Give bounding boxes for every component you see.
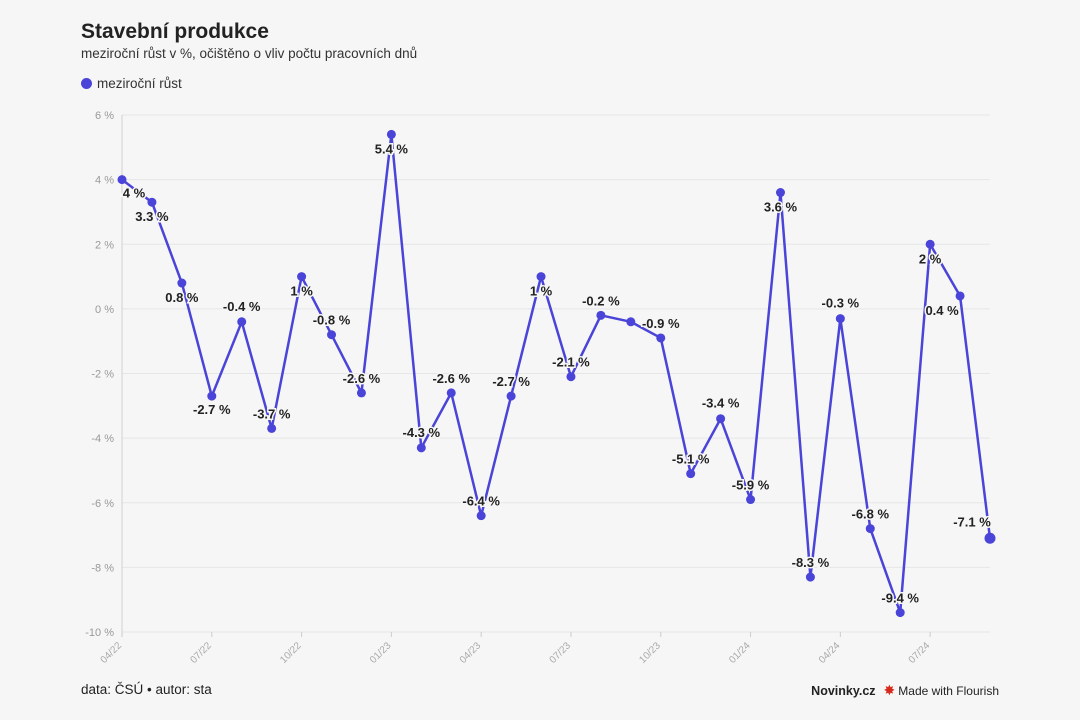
data-point [117, 175, 127, 185]
y-tick-label: -4 % [91, 433, 114, 445]
chart-subtitle: meziroční růst v %, očištěno o vliv počt… [81, 46, 418, 61]
x-tick-label: 01/24 [727, 640, 753, 666]
flourish-burst-icon: ✸ [883, 682, 896, 698]
data-point [835, 314, 845, 324]
data-label: 1 % [530, 284, 553, 299]
data-point [984, 532, 996, 544]
data-label: 0.4 % [925, 303, 959, 318]
data-point [596, 310, 606, 320]
data-point [865, 524, 875, 534]
data-point [775, 188, 785, 198]
data-label: 3.6 % [764, 200, 798, 215]
x-tick-label: 10/23 [637, 640, 663, 666]
data-label: -0.9 % [642, 316, 680, 331]
x-tick-label: 10/22 [278, 640, 304, 666]
y-tick-label: 4 % [95, 175, 114, 187]
data-label: -8.3 % [792, 555, 830, 570]
data-label: -5.1 % [672, 452, 710, 467]
y-tick-label: 6 % [95, 110, 114, 122]
data-point [925, 239, 935, 249]
branding: Novinky.cz ✸ Made with Flourish [811, 682, 999, 699]
data-label: -0.2 % [582, 293, 620, 308]
data-label: 2 % [919, 251, 942, 266]
series-line [121, 133, 992, 614]
data-label: -5.9 % [732, 478, 770, 493]
legend-label: meziroční růst [97, 76, 182, 91]
data-label: -2.6 % [343, 371, 381, 386]
legend-swatch [81, 78, 92, 89]
x-tick-label: 07/23 [548, 640, 574, 666]
data-label: 4 % [123, 186, 146, 201]
data-label: 1 % [290, 284, 313, 299]
data-point [805, 572, 815, 582]
data-point [626, 317, 636, 327]
data-label: -0.4 % [223, 299, 261, 314]
y-tick-label: 2 % [95, 239, 114, 251]
legend[interactable]: meziroční růst [81, 76, 182, 91]
data-point [386, 129, 396, 139]
data-point [955, 291, 965, 301]
data-label: 3.3 % [135, 209, 169, 224]
data-point [207, 391, 217, 401]
data-point [506, 391, 516, 401]
data-label: -9.4 % [881, 591, 919, 606]
data-point [327, 330, 337, 340]
data-label: 0.8 % [165, 290, 199, 305]
data-point [416, 443, 426, 453]
data-point [536, 272, 546, 282]
chart-title: Stavební produkce [81, 20, 269, 43]
y-tick-label: 0 % [95, 304, 114, 316]
data-point [656, 333, 666, 343]
novinky-logo[interactable]: Novinky.cz [811, 683, 876, 698]
flourish-credit[interactable]: Made with Flourish [898, 683, 999, 698]
y-tick-label: -10 % [85, 627, 114, 639]
data-label: -2.6 % [432, 371, 470, 386]
data-point [716, 414, 726, 424]
y-tick-label: -8 % [91, 562, 114, 574]
x-tick-label: 01/23 [368, 640, 394, 666]
data-point [267, 423, 277, 433]
y-tick-label: -2 % [91, 369, 114, 381]
data-point [356, 388, 366, 398]
x-tick-label: 04/23 [458, 640, 484, 666]
data-label: -0.8 % [313, 313, 351, 328]
x-tick-label: 07/24 [907, 640, 933, 666]
data-point [686, 469, 696, 479]
y-tick-label: -6 % [91, 498, 114, 510]
data-label: -2.7 % [193, 402, 231, 417]
data-label: -2.1 % [552, 355, 590, 370]
data-label: -2.7 % [492, 374, 530, 389]
x-tick-label: 04/24 [817, 640, 843, 666]
data-point [566, 372, 576, 382]
data-label: -0.3 % [822, 296, 860, 311]
data-label: -6.4 % [462, 494, 500, 509]
data-label: -6.8 % [851, 507, 889, 522]
data-point [237, 317, 247, 327]
data-point [177, 278, 187, 288]
data-label: 5.4 % [375, 141, 409, 156]
data-point [895, 608, 905, 618]
data-point [746, 495, 756, 505]
source-credit: data: ČSÚ • autor: sta [81, 682, 212, 697]
x-tick-label: 04/22 [99, 640, 125, 666]
data-point [446, 388, 456, 398]
x-tick-label: 07/22 [188, 640, 214, 666]
data-label: -3.4 % [702, 396, 740, 411]
data-point [147, 197, 157, 207]
data-label: -3.7 % [253, 406, 291, 421]
data-point [297, 272, 307, 282]
data-label: -7.1 % [953, 514, 991, 529]
data-label: -4.3 % [403, 425, 441, 440]
data-point [476, 511, 486, 521]
